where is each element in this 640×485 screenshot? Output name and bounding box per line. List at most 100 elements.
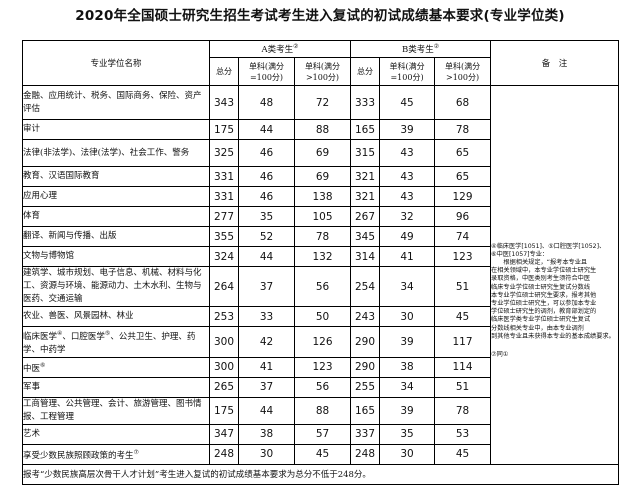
row-a-single1: 46: [238, 166, 295, 187]
row-b-single2: 114: [434, 356, 492, 378]
row-b-total: 290: [350, 356, 381, 378]
notes-line: 临床专业学位硕士研究生复试分数线: [491, 283, 591, 291]
notes-line: 到其他专业且未获得本专业的基本成绩要求。: [491, 332, 615, 340]
row-b-single1: 39: [379, 396, 436, 425]
row-b-total: 267: [350, 206, 381, 227]
row-a-single1: 33: [238, 306, 295, 327]
row-major-name: 体育: [22, 206, 210, 227]
header-group-a-label: A类考生: [261, 45, 294, 55]
row-b-single1: 38: [379, 356, 436, 378]
table-row: 中医⑥ 300 41 123 290 38 114: [22, 356, 619, 378]
header-b-single2: 单科(满分 >100分): [434, 57, 492, 86]
page: 2020年全国硕士研究生招生考试考生进入复试的初试成绩基本要求(专业学位类) 专…: [21, 8, 620, 485]
table-row: 金融、应用统计、税务、国际商务、保险、资产评估 343 48 72 333 45…: [22, 85, 620, 465]
notes-line: 临床医学类专业学位硕士研究生复试: [491, 316, 591, 324]
header-b-single1: 单科(满分 =100分): [379, 57, 436, 86]
row-b-single2: 96: [434, 206, 492, 227]
page-title: 2020年全国硕士研究生招生考试考生进入复试的初试成绩基本要求(专业学位类): [75, 8, 565, 24]
table-row: 文物与博物馆 324 44 132 314 41 123: [22, 246, 619, 267]
row-a-single1: 30: [238, 443, 295, 465]
row-b-total: 243: [350, 306, 381, 327]
notes-line: 在相关领域中，本专业学位硕士研究生: [491, 267, 597, 275]
header-group-b-label: B类考生: [401, 45, 434, 55]
row-b-single1: 30: [379, 443, 436, 465]
row-b-single2: 65: [434, 166, 492, 187]
row-major-name: 应用心理: [22, 186, 210, 207]
row-major-note: ④: [57, 330, 63, 337]
row-a-total: 331: [209, 186, 239, 207]
notes-line: 专业学位硕士研究生，可以参加本专业: [491, 300, 597, 308]
header-group-b: B类考生②: [350, 40, 492, 58]
table-row: 享受少数民族照顾政策的考生⑦ 248 30 45 248 30 45: [22, 443, 619, 465]
row-b-single2: 65: [434, 139, 492, 167]
row-major-name: 中医⑥: [22, 356, 210, 378]
row-b-total: 321: [350, 166, 381, 187]
row-a-single1: 37: [238, 376, 295, 398]
row-major-name: 临床医学④、口腔医学⑤、公共卫生、护理、药学、中药学: [22, 326, 210, 358]
header-group-a-note: ②: [293, 43, 299, 51]
row-a-single2: 45: [293, 443, 352, 465]
row-a-single2: 123: [293, 356, 352, 378]
row-b-total: 165: [350, 396, 381, 425]
table-row: 建筑学、城市规划、电子信息、机械、材料与化工、资源与环境、能源动力、土木水利、生…: [22, 266, 619, 307]
row-a-total: 325: [209, 139, 239, 167]
notes-line: 录取资格，中医类别考生须符合中医: [491, 275, 591, 283]
notes-line: ⑦同①: [491, 351, 509, 359]
table-row: 临床医学④、口腔医学⑤、公共卫生、护理、药学、中药学 300 42 126 29…: [22, 326, 619, 358]
row-major-note: ⑦: [133, 448, 139, 456]
row-b-single1: 35: [379, 423, 436, 445]
header-a-single2-line2: >100分): [305, 72, 340, 82]
row-b-total: 333: [350, 85, 381, 120]
row-a-single1: 46: [238, 139, 295, 167]
row-a-single2: 69: [293, 139, 352, 167]
row-b-single1: 39: [379, 119, 436, 140]
table-row: 教育、汉语国际教育 331 46 69 321 43 65: [22, 166, 619, 187]
header-b-single2-line2: >100分): [445, 72, 480, 82]
row-b-single1: 34: [379, 376, 436, 398]
row-major-name-part: 享受少数民族照顾政策的考生: [23, 450, 134, 461]
row-a-single2: 56: [293, 266, 352, 307]
row-major-name: 审计: [22, 119, 210, 140]
row-major-name: 法律(非法学)、法律(法学)、社会工作、警务: [22, 139, 210, 167]
row-a-single2: 50: [293, 306, 352, 327]
notes-top-gap: [491, 191, 618, 243]
row-major-name-part: 中医: [23, 363, 41, 374]
row-a-single2: 69: [293, 166, 352, 187]
row-major-name: 艺术: [22, 423, 210, 445]
header-a-single2: 单科(满分 >100分): [293, 57, 352, 86]
row-b-total: 314: [350, 246, 381, 267]
row-a-single2: 56: [293, 376, 352, 398]
row-a-total: 277: [209, 206, 239, 227]
row-major-name-part: 、公共卫生、护理、药学、中药学: [23, 331, 196, 355]
row-a-single1: 42: [238, 326, 295, 358]
row-b-single1: 43: [379, 166, 436, 187]
table-row: 农业、兽医、风景园林、林业 253 33 50 243 30 45: [22, 306, 619, 327]
row-b-total: 254: [350, 266, 381, 307]
row-a-total: 175: [209, 119, 239, 140]
row-major-name-part: 、口腔医学: [62, 331, 105, 342]
row-a-total: 264: [209, 266, 239, 307]
row-a-single2: 57: [293, 423, 352, 445]
row-b-single2: 78: [434, 396, 492, 425]
row-a-single1: 41: [238, 356, 295, 378]
row-b-total: 337: [350, 423, 381, 445]
row-major-name: 翻译、新闻与传播、出版: [22, 226, 210, 247]
row-b-single2: 68: [434, 85, 492, 120]
table-row: 法律(非法学)、法律(法学)、社会工作、警务 325 46 69 315 43 …: [22, 139, 619, 167]
row-a-total: 253: [209, 306, 239, 327]
row-a-single2: 138: [293, 186, 352, 207]
row-b-single1: 43: [379, 139, 436, 167]
row-a-single1: 35: [238, 206, 295, 227]
row-b-single2: 51: [434, 376, 492, 398]
row-b-total: 248: [350, 443, 381, 465]
row-b-total: 290: [350, 326, 381, 358]
row-major-note: ⑤: [104, 330, 111, 337]
row-a-single1: 37: [238, 266, 295, 307]
row-b-single1: 39: [379, 326, 436, 358]
row-b-total: 255: [350, 376, 381, 398]
header-notes: 备 注: [490, 40, 620, 86]
row-a-single2: 126: [293, 326, 352, 358]
header-group-b-note: ②: [433, 43, 440, 51]
row-a-single1: 46: [238, 186, 295, 207]
row-a-single2: 132: [293, 246, 352, 267]
